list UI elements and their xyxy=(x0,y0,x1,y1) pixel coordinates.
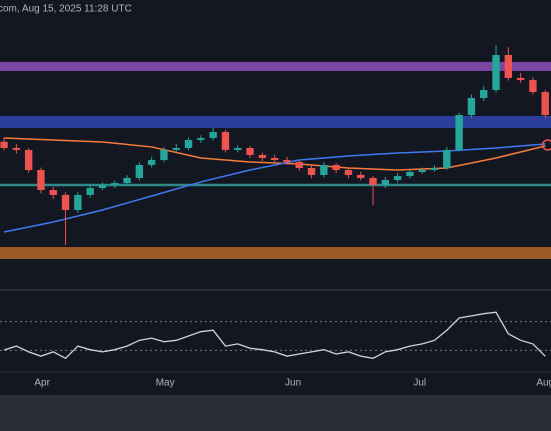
candle-body xyxy=(516,77,525,81)
x-tick-label: May xyxy=(156,378,175,389)
candle-body xyxy=(74,194,82,210)
candle-body xyxy=(209,132,217,139)
candle-body xyxy=(160,149,168,161)
x-tick-label: Jun xyxy=(285,378,301,389)
candle-body xyxy=(492,54,500,91)
candle-body xyxy=(406,171,414,177)
candle-body xyxy=(270,157,279,161)
candle-body xyxy=(430,167,439,171)
candle-body xyxy=(467,97,476,116)
candle-body xyxy=(529,80,537,93)
candle-body xyxy=(24,149,33,171)
candle-body xyxy=(234,148,242,150)
marker xyxy=(541,139,551,151)
bottom-bar xyxy=(0,395,551,431)
zone xyxy=(0,61,551,71)
candle-body xyxy=(37,170,45,191)
candle-body xyxy=(184,139,193,149)
candle-body xyxy=(49,190,57,195)
candle-body xyxy=(332,164,340,171)
candle-body xyxy=(443,149,451,168)
candle-body xyxy=(111,183,119,185)
candle-body xyxy=(320,164,328,175)
candle-body xyxy=(357,174,365,178)
candle-body xyxy=(98,184,107,188)
candle-body xyxy=(221,132,230,150)
moving-average xyxy=(3,143,546,233)
x-tick-label: Apr xyxy=(34,378,50,389)
moving-average xyxy=(4,137,546,171)
candle-body xyxy=(455,115,463,150)
candle-body xyxy=(12,148,21,150)
candle-body xyxy=(283,160,291,162)
candle-body xyxy=(541,92,549,116)
candle-body xyxy=(504,54,513,78)
rsi-line xyxy=(3,311,546,360)
candle-body xyxy=(135,164,144,178)
candle-body xyxy=(344,170,353,175)
x-tick-label: Aug xyxy=(536,378,551,389)
candle-body xyxy=(295,161,303,168)
candle-body xyxy=(381,180,390,185)
chart-title: com, Aug 15, 2025 11:28 UTC xyxy=(0,4,132,15)
candle-body xyxy=(418,170,426,172)
x-tick-label: Jul xyxy=(413,378,426,389)
zone xyxy=(0,247,551,259)
candle-body xyxy=(369,177,377,185)
candle-body xyxy=(172,148,180,150)
candle-body xyxy=(246,148,254,155)
candle-body xyxy=(307,167,316,175)
candle-body xyxy=(480,90,488,98)
candle-body xyxy=(393,176,402,181)
candle-body xyxy=(61,194,70,210)
candle-body xyxy=(197,138,205,140)
candle-body xyxy=(147,160,156,165)
candle-body xyxy=(258,154,267,158)
zone xyxy=(0,116,551,129)
candle-body xyxy=(86,187,94,195)
candle-body xyxy=(123,177,131,184)
candle-body xyxy=(0,141,8,149)
